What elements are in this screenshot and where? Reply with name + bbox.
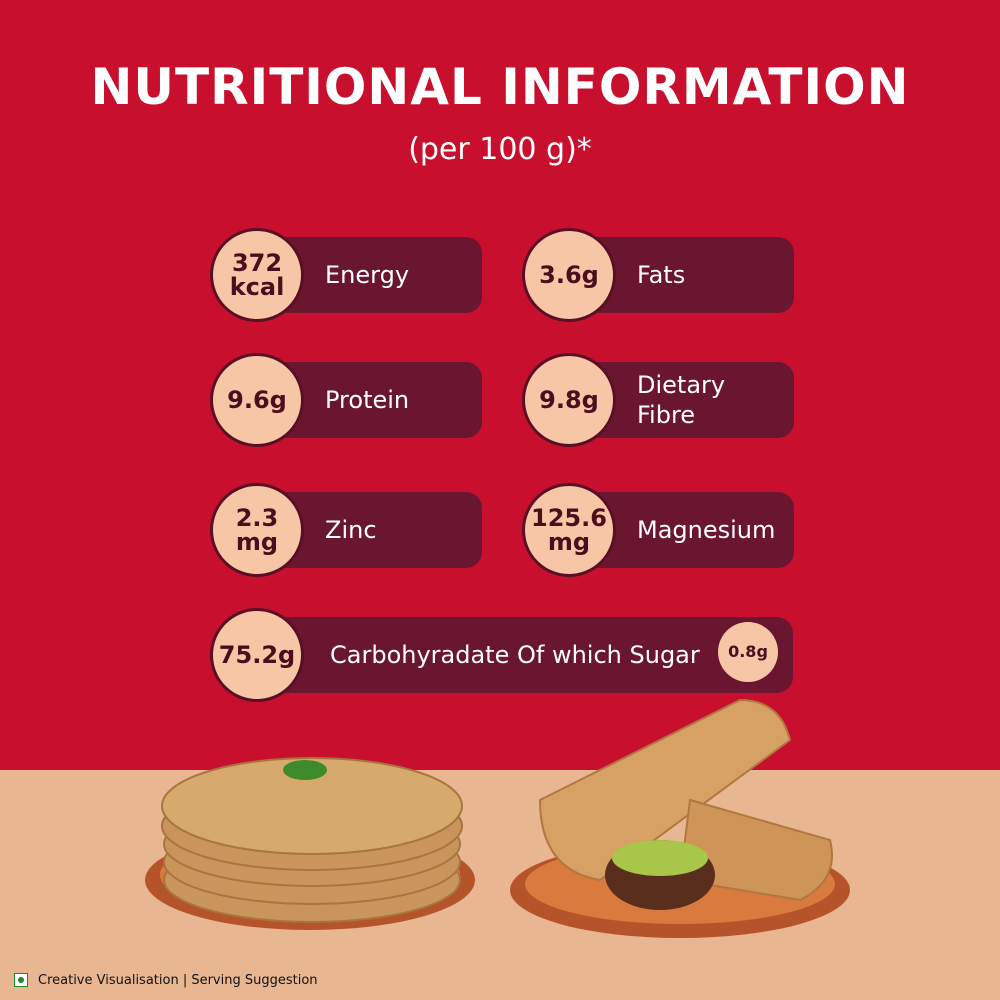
nutrient-label: Zinc xyxy=(325,492,377,568)
nutrient-value: 9.6g xyxy=(210,353,304,447)
chutney xyxy=(612,840,708,876)
nutrient-value: 2.3 mg xyxy=(210,483,304,577)
parathas xyxy=(161,757,463,923)
value-line: 3.6g xyxy=(539,261,599,289)
label-line: Protein xyxy=(325,386,410,414)
title: NUTRITIONAL INFORMATION xyxy=(90,58,910,116)
dosa xyxy=(538,698,792,882)
nutrient-value: 3.6g xyxy=(522,228,616,322)
nutrient-label: Dietary Fibre xyxy=(637,362,725,438)
value-line: 125.6 xyxy=(531,504,607,532)
label-line: Dietary xyxy=(637,371,726,399)
value-line: mg xyxy=(235,528,279,556)
nutrient-label: Magnesium xyxy=(637,492,775,568)
carbohydrate-pill xyxy=(220,617,793,693)
value-line: 2.3 xyxy=(235,504,279,532)
label-line: Energy xyxy=(325,261,410,289)
sugar-value: 0.8g xyxy=(718,622,778,682)
coriander xyxy=(283,760,327,780)
nutrient-label: Fats xyxy=(637,237,685,313)
value-line: 372 xyxy=(231,249,283,277)
nutrient-label: Protein xyxy=(325,362,409,438)
carbohydrate-label: Carbohyradate Of which Sugar xyxy=(330,641,700,669)
value-line: 9.8g xyxy=(539,386,599,414)
label-line: Fats xyxy=(637,261,686,289)
nutrient-value: 372 kcal xyxy=(210,228,304,322)
nutrient-label: Energy xyxy=(325,237,409,313)
nutrient-value: 125.6 mg xyxy=(522,483,616,577)
value-line: 9.6g xyxy=(227,386,287,414)
footer: Creative Visualisation | Serving Suggest… xyxy=(38,973,318,988)
label-line: Zinc xyxy=(325,516,377,544)
value-line: mg xyxy=(547,528,591,556)
veg-mark xyxy=(14,973,28,987)
nutrient-value: 9.8g xyxy=(522,353,616,447)
subtitle: (per 100 g)* xyxy=(408,132,592,167)
carbohydrate-value: 75.2g xyxy=(210,608,304,702)
label-line: Fibre xyxy=(637,401,696,429)
dosa xyxy=(678,798,833,902)
value-line: kcal xyxy=(229,273,285,301)
label-line: Magnesium xyxy=(637,516,776,544)
